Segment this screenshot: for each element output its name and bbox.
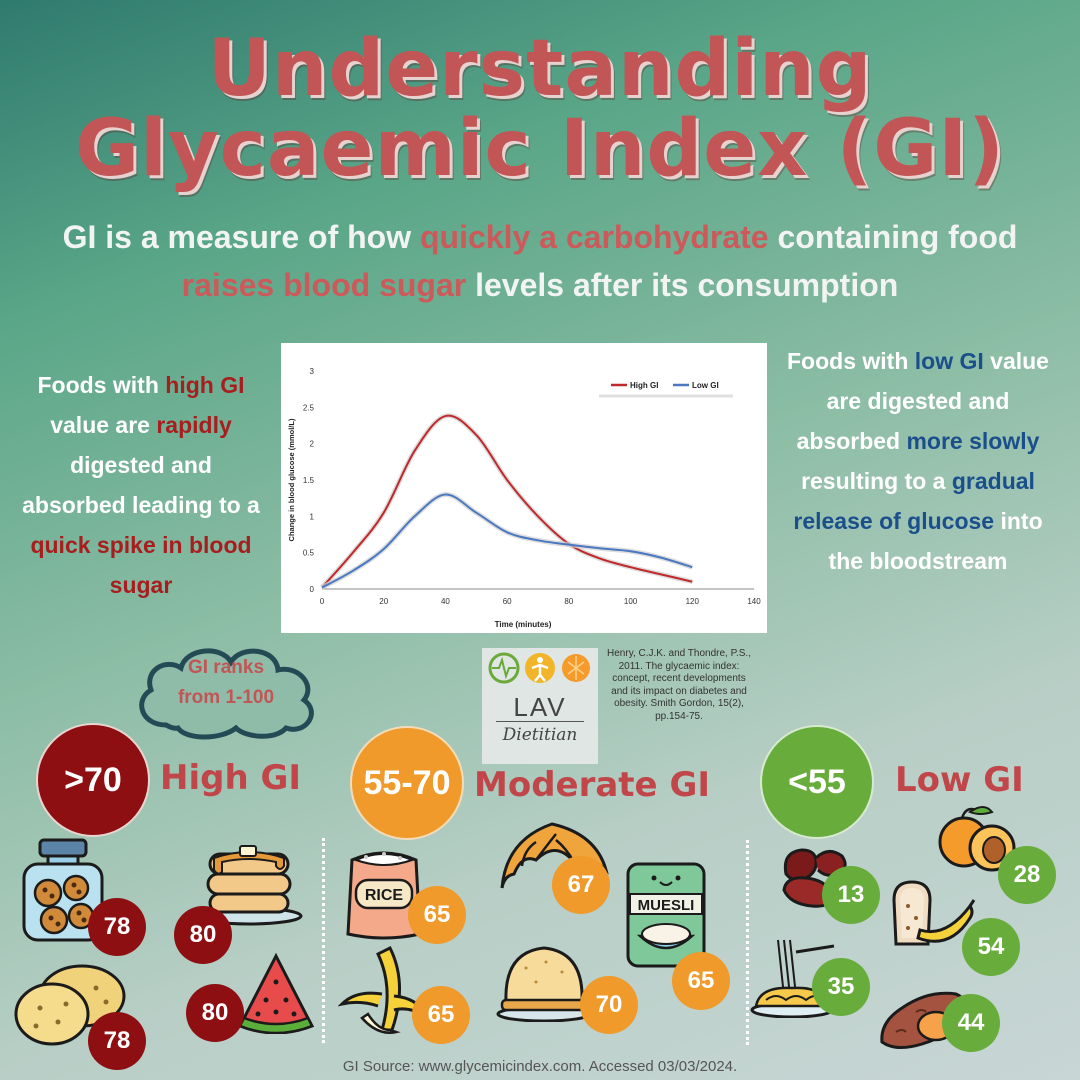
croissant-gi-value: 67 — [552, 856, 610, 914]
source-footer: GI Source: www.glycemicindex.com. Access… — [342, 1058, 738, 1075]
citation: Henry, C.J.K. and Thondre, P.S., 2011. T… — [607, 648, 751, 722]
x-tick-label: 80 — [564, 597, 573, 606]
legend-label-high-gi: High GI — [630, 381, 658, 390]
cloud-line: GI ranks — [187, 657, 265, 678]
glucose-chart: 0 20 40 60 80 100 120 140 0 0.5 1 1.5 2 2.5 3 Time (min… — [281, 343, 767, 633]
rice-bag-icon: RICE — [346, 851, 422, 940]
watermelon-gi-value: 80 — [186, 984, 244, 1042]
series-high-gi-shadow — [320, 413, 693, 590]
cookie-jar-icon — [22, 838, 104, 942]
y-tick-label: 1.5 — [303, 476, 315, 485]
potato-icon — [14, 964, 126, 1046]
series-high-gi-line — [321, 414, 693, 589]
bread-banana-icon — [892, 880, 976, 946]
desc-part: Foods with — [787, 348, 915, 374]
desc-part: value are digested and absorbed — [796, 348, 1049, 454]
intro-part: containing food — [768, 219, 1018, 255]
muesli-gi-value: 65 — [672, 952, 730, 1010]
legend-label-low-gi: Low GI — [692, 381, 719, 390]
desc-part: Foods with — [37, 372, 166, 398]
y-tick-label: 0 — [310, 585, 315, 594]
banana-icon — [338, 945, 428, 1034]
desc-highlight: quick spike in blood sugar — [30, 532, 252, 598]
logo-icons — [488, 652, 590, 684]
desc-part: value are — [50, 412, 157, 438]
series-low-gi-shadow — [320, 492, 694, 590]
title-line-2: Glycaemic Index (GI) — [75, 104, 1005, 194]
section-divider — [322, 838, 325, 1043]
cloud-icon — [139, 648, 314, 740]
title-line-1: Understanding — [207, 24, 873, 114]
intro-highlight: raises blood sugar — [181, 267, 467, 303]
y-axis-label: Change in blood glucose (mmol/L) — [287, 418, 296, 541]
apricot-gi-value: 28 — [998, 846, 1056, 904]
banana-gi-value: 65 — [412, 986, 470, 1044]
potatoes-gi-value: 78 — [88, 1012, 146, 1070]
rice-gi-value: 65 — [408, 886, 466, 944]
chart-svg: 0 20 40 60 80 100 120 140 0 0.5 1 1.5 2 2.5 3 Time (min… — [287, 367, 761, 629]
y-tick-label: 3 — [310, 367, 315, 376]
y-tick-label: 2.5 — [303, 403, 315, 412]
x-tick-label: 140 — [747, 597, 761, 606]
muesli-box-icon: MUESLI — [626, 862, 706, 968]
series-low-gi-line — [321, 493, 693, 589]
desc-part: resulting to a — [801, 468, 952, 494]
x-tick-label: 60 — [503, 597, 512, 606]
cookies-gi-value: 78 — [88, 898, 146, 956]
x-tick-label: 100 — [624, 597, 638, 606]
desc-part: into the bloodstream — [828, 508, 1043, 574]
logo-text: LAV — [513, 692, 567, 722]
logo-divider — [496, 721, 584, 722]
bun-icon — [496, 946, 592, 1022]
y-tick-label: 2 — [310, 440, 315, 449]
low-gi-badge: <55 — [762, 727, 872, 837]
desc-highlight: rapidly — [156, 412, 232, 438]
logo-script: Dietitian — [502, 725, 578, 745]
pancakes-gi-value: 80 — [174, 906, 232, 964]
rice-label: RICE — [365, 887, 404, 904]
bread-banana-gi-value: 54 — [962, 918, 1020, 976]
apricot-icon — [938, 806, 1016, 872]
desc-part: digested and absorbed leading to a — [22, 452, 260, 518]
low-gi-heading: Low GI — [895, 760, 1024, 800]
desc-highlight: low GI — [914, 348, 984, 374]
high-gi-badge: >70 — [38, 725, 148, 835]
low-gi-description: Foods with low GI value are digested and… — [786, 341, 1050, 581]
x-axis-label: Time (minutes) — [495, 620, 552, 629]
desc-highlight: more slowly — [906, 428, 1040, 454]
x-tick-label: 0 — [320, 597, 325, 606]
bun-gi-value: 70 — [580, 976, 638, 1034]
cloud-line: from 1-100 — [177, 687, 275, 708]
intro-highlight: quickly a carbohydrate — [420, 219, 769, 255]
lav-dietitian-logo: LAV Dietitian — [482, 648, 598, 764]
beans-gi-value: 13 — [822, 866, 880, 924]
y-tick-label: 1 — [310, 512, 315, 521]
moderate-gi-badge: 55-70 — [352, 728, 462, 838]
x-tick-label: 20 — [379, 597, 388, 606]
x-tick-label: 120 — [686, 597, 700, 606]
y-tick-label: 0.5 — [303, 549, 315, 558]
high-gi-heading: High GI — [160, 758, 302, 798]
desc-highlight: gradual release of glucose — [793, 468, 1035, 534]
sweet-potato-gi-value: 44 — [942, 994, 1000, 1052]
spaghetti-gi-value: 35 — [812, 958, 870, 1016]
intro-part: levels after its consumption — [466, 267, 899, 303]
intro-text: GI is a measure of how quickly a carbohy… — [40, 213, 1040, 309]
moderate-gi-heading: Moderate GI — [474, 765, 711, 805]
muesli-label: MUESLI — [638, 897, 695, 914]
cloud-text: GI ranks from 1-100 — [146, 653, 306, 713]
kidney-beans-icon — [782, 848, 847, 908]
desc-highlight: high GI — [165, 372, 245, 398]
intro-part: GI is a measure of how — [62, 219, 420, 255]
high-gi-description: Foods with high GI value are rapidly dig… — [16, 365, 266, 605]
section-divider — [746, 840, 749, 1045]
watermelon-icon — [237, 952, 315, 1034]
x-tick-label: 40 — [441, 597, 450, 606]
